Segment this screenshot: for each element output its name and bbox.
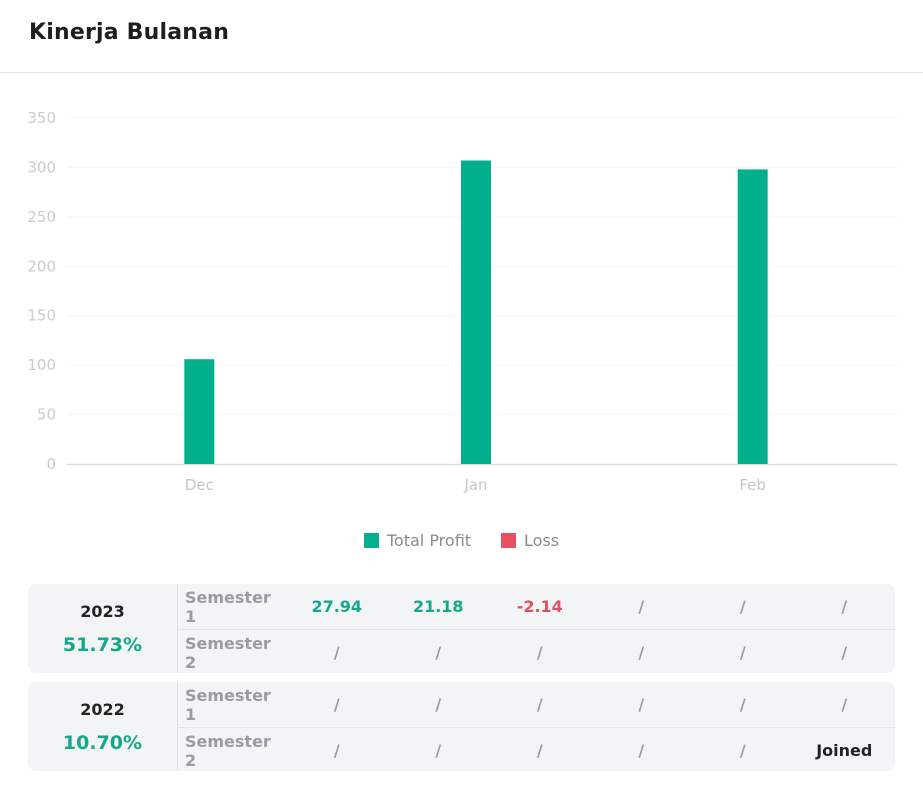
legend-label-loss: Loss [524, 531, 560, 550]
y-tick-label: 200 [27, 257, 56, 275]
month-value: / [536, 643, 543, 662]
month-value: / [841, 597, 848, 616]
year-card-2023: 2023 51.73% Semester 1 27.94 21.18 -2.14… [28, 584, 895, 673]
month-value: Joined [816, 741, 873, 760]
bar-dec [184, 359, 215, 464]
y-tick-label: 250 [27, 208, 56, 226]
page-header: Kinerja Bulanan [0, 0, 923, 73]
month-value: / [841, 695, 848, 714]
y-tick-label: 300 [27, 158, 56, 176]
y-tick-label: 150 [27, 307, 56, 325]
bar-feb [737, 169, 768, 465]
chart-legend: Total Profit Loss [0, 531, 923, 550]
page-title: Kinerja Bulanan [29, 20, 230, 45]
year-summary: 2023 51.73% [28, 584, 178, 673]
month-value: / [333, 741, 340, 760]
legend-item-loss[interactable]: Loss [501, 531, 559, 550]
year-percent: 51.73% [62, 634, 143, 656]
y-tick-label: 0 [46, 455, 56, 473]
semester-label: Semester 2 [185, 731, 271, 770]
legend-item-total-profit[interactable]: Total Profit [363, 531, 472, 550]
month-value: / [739, 695, 746, 714]
month-value: / [638, 643, 645, 662]
semester-label: Semester 2 [185, 633, 271, 672]
month-value: / [435, 643, 442, 662]
y-tick-label: 50 [37, 406, 56, 424]
month-value: / [841, 643, 848, 662]
semester-row: Semester 1 / / / / / / [177, 682, 895, 728]
month-value: / [638, 695, 645, 714]
semester-label: Semester 1 [185, 587, 271, 626]
y-tick-label: 350 [27, 109, 56, 127]
legend-swatch-profit [363, 533, 379, 548]
bar-jan [461, 160, 491, 464]
month-value: 27.94 [311, 597, 363, 616]
month-value: / [739, 597, 746, 616]
month-value: / [638, 597, 645, 616]
year-percent: 10.70% [62, 732, 143, 754]
month-value: / [435, 741, 442, 760]
performance-bar-chart: 0 50 100 150 200 250 300 350 Dec Jan Feb [27, 109, 897, 494]
legend-swatch-loss [501, 533, 517, 548]
month-value: / [536, 695, 543, 714]
year-card-2022: 2022 10.70% Semester 1 / / / / / / Semes… [28, 682, 895, 771]
x-tick-label: Jan [463, 476, 487, 494]
semester-label: Semester 1 [185, 685, 271, 724]
legend-label-profit: Total Profit [386, 531, 472, 550]
month-value: -2.14 [516, 597, 563, 616]
month-value: / [638, 741, 645, 760]
month-value: / [739, 741, 746, 760]
month-value: / [739, 643, 746, 662]
year-label: 2023 [80, 602, 125, 621]
semester-row: Semester 2 / / / / / / [177, 630, 895, 675]
y-tick-label: 100 [27, 356, 56, 374]
month-value: 21.18 [412, 597, 464, 616]
month-value: / [333, 643, 340, 662]
year-label: 2022 [80, 700, 125, 719]
year-summary: 2022 10.70% [28, 682, 178, 771]
semester-row: Semester 1 27.94 21.18 -2.14 / / / [177, 584, 895, 630]
x-tick-label: Feb [739, 476, 766, 494]
month-value: / [333, 695, 340, 714]
month-value: / [435, 695, 442, 714]
x-tick-label: Dec [185, 476, 214, 494]
semester-row: Semester 2 / / / / / Joined [177, 728, 895, 773]
month-value: / [536, 741, 543, 760]
